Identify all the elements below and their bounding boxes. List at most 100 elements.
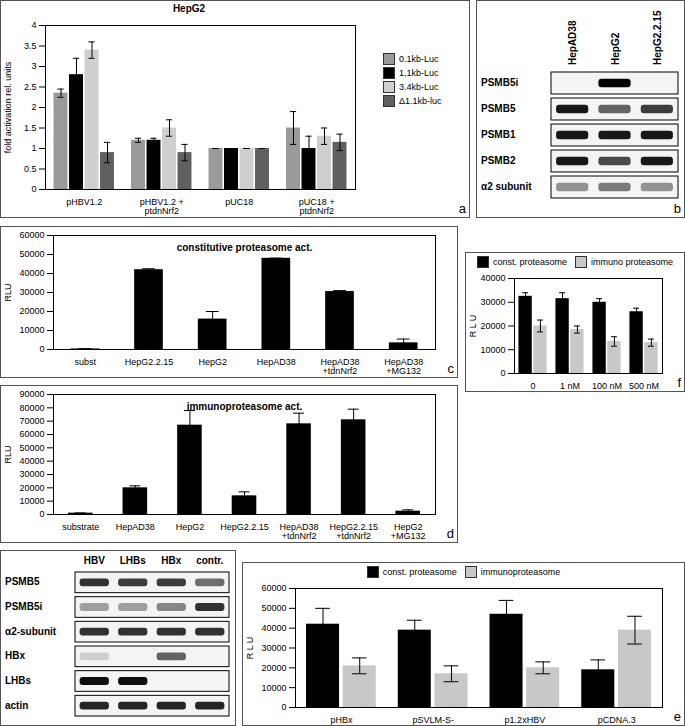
svg-text:20000: 20000 bbox=[480, 321, 505, 331]
svg-text:α2-subunit: α2-subunit bbox=[5, 626, 57, 637]
svg-text:contr.: contr. bbox=[196, 555, 223, 566]
svg-text:2.5: 2.5 bbox=[24, 82, 37, 92]
svg-text:LHBs: LHBs bbox=[5, 675, 32, 686]
svg-text:10000: 10000 bbox=[261, 683, 286, 693]
svg-text:PSMB5i: PSMB5i bbox=[5, 601, 42, 612]
svg-text:HepG2.2.15: HepG2.2.15 bbox=[652, 10, 663, 65]
svg-text:PSMB1: PSMB1 bbox=[481, 129, 516, 140]
svg-text:30000: 30000 bbox=[480, 297, 505, 307]
svg-text:30000: 30000 bbox=[19, 469, 44, 479]
svg-text:HepAD38: HepAD38 bbox=[116, 522, 155, 532]
svg-text:80000: 80000 bbox=[19, 403, 44, 413]
svg-text:HBx: HBx bbox=[161, 555, 181, 566]
html-text:const. proteasome: const. proteasome bbox=[382, 567, 457, 577]
svg-text:40000: 40000 bbox=[480, 273, 505, 283]
svg-text:50000: 50000 bbox=[19, 249, 44, 259]
svg-text:4: 4 bbox=[31, 20, 36, 30]
svg-text:0: 0 bbox=[281, 702, 286, 712]
html-text:immuno proteasome: immuno proteasome bbox=[591, 257, 673, 267]
html-text:1,1kb-Luc: 1,1kb-Luc bbox=[399, 68, 439, 78]
svg-text:HepAD38+tdnNrf2: HepAD38+tdnNrf2 bbox=[280, 522, 319, 541]
svg-text:HepAD38+MG132: HepAD38+MG132 bbox=[384, 357, 423, 376]
html-text:const. proteasome: const. proteasome bbox=[493, 257, 567, 267]
svg-text:100 nM: 100 nM bbox=[592, 381, 622, 391]
svg-text:1.5: 1.5 bbox=[24, 123, 37, 133]
svg-text:pUC18 +ptdnNrf2: pUC18 +ptdnNrf2 bbox=[299, 197, 335, 216]
svg-text:p1.2xHBV: p1.2xHBV bbox=[505, 715, 546, 725]
svg-text:R L U: R L U bbox=[245, 637, 255, 660]
svg-text:pHBV1.2: pHBV1.2 bbox=[66, 197, 102, 207]
html-text:HepG2: HepG2 bbox=[172, 3, 206, 14]
svg-text:pCDNA.3: pCDNA.3 bbox=[598, 715, 636, 725]
svg-text:20000: 20000 bbox=[19, 483, 44, 493]
html-text:3.4kb-Luc: 3.4kb-Luc bbox=[399, 82, 439, 92]
svg-text:40000: 40000 bbox=[261, 623, 286, 633]
html-text:b: b bbox=[673, 201, 681, 216]
svg-text:RLU: RLU bbox=[3, 283, 13, 301]
svg-text:pUC18: pUC18 bbox=[225, 197, 253, 207]
svg-text:3: 3 bbox=[31, 61, 36, 71]
html-text:Δ1.1kb-luc: Δ1.1kb-luc bbox=[399, 96, 442, 106]
svg-text:10000: 10000 bbox=[480, 345, 505, 355]
svg-text:pSVLM-S-: pSVLM-S- bbox=[412, 715, 454, 725]
svg-text:HepAD38: HepAD38 bbox=[257, 357, 296, 367]
svg-text:PSMB5i: PSMB5i bbox=[481, 77, 518, 88]
html-text:a: a bbox=[458, 201, 466, 216]
svg-text:30000: 30000 bbox=[261, 643, 286, 653]
svg-text:α2 subunit: α2 subunit bbox=[481, 181, 532, 192]
svg-text:3.5: 3.5 bbox=[24, 41, 37, 51]
svg-text:HepG2: HepG2 bbox=[610, 32, 621, 65]
html-text:0.1kb-Luc: 0.1kb-Luc bbox=[399, 54, 439, 64]
svg-text:0: 0 bbox=[31, 184, 36, 194]
svg-text:subst: subst bbox=[75, 357, 97, 367]
svg-text:60000: 60000 bbox=[261, 583, 286, 593]
svg-text:HepAD38: HepAD38 bbox=[567, 20, 578, 65]
svg-text:immunoproteasome act.: immunoproteasome act. bbox=[187, 401, 303, 412]
html-text:d: d bbox=[446, 526, 454, 541]
svg-text:R L U: R L U bbox=[468, 315, 478, 338]
svg-text:PSMB5: PSMB5 bbox=[5, 576, 40, 587]
svg-text:LHBs: LHBs bbox=[120, 555, 147, 566]
svg-text:pHBx: pHBx bbox=[330, 715, 353, 725]
svg-text:fold activation rel. units: fold activation rel. units bbox=[3, 61, 13, 153]
svg-text:HepG2+MG132: HepG2+MG132 bbox=[391, 522, 426, 541]
svg-text:HepG2.2.15: HepG2.2.15 bbox=[125, 357, 174, 367]
svg-text:1: 1 bbox=[31, 143, 36, 153]
svg-text:0.5: 0.5 bbox=[24, 164, 37, 174]
svg-text:1 nM: 1 nM bbox=[560, 381, 580, 391]
svg-text:HepG2: HepG2 bbox=[176, 522, 205, 532]
svg-text:500 nM: 500 nM bbox=[629, 381, 659, 391]
svg-text:HBV: HBV bbox=[84, 555, 105, 566]
svg-text:PSMB5: PSMB5 bbox=[481, 103, 516, 114]
svg-text:HepG2.2.15: HepG2.2.15 bbox=[220, 522, 269, 532]
svg-text:10000: 10000 bbox=[19, 325, 44, 335]
svg-text:50000: 50000 bbox=[261, 603, 286, 613]
svg-text:0: 0 bbox=[39, 344, 44, 354]
svg-text:40000: 40000 bbox=[19, 268, 44, 278]
svg-text:10000: 10000 bbox=[19, 496, 44, 506]
svg-text:60000: 60000 bbox=[19, 429, 44, 439]
svg-text:0: 0 bbox=[39, 509, 44, 519]
svg-text:0: 0 bbox=[530, 381, 535, 391]
svg-text:HepG2.2.15+tdnNrf2: HepG2.2.15+tdnNrf2 bbox=[329, 522, 378, 541]
svg-text:60000: 60000 bbox=[19, 230, 44, 240]
svg-text:30000: 30000 bbox=[19, 287, 44, 297]
svg-text:HepAD38+tdnNrf2: HepAD38+tdnNrf2 bbox=[320, 357, 359, 376]
svg-text:actin: actin bbox=[5, 700, 28, 711]
svg-text:0: 0 bbox=[500, 368, 505, 378]
svg-text:20000: 20000 bbox=[261, 663, 286, 673]
svg-text:substrate: substrate bbox=[62, 522, 99, 532]
svg-text:20000: 20000 bbox=[19, 306, 44, 316]
svg-text:40000: 40000 bbox=[19, 456, 44, 466]
svg-text:PSMB2: PSMB2 bbox=[481, 155, 516, 166]
html-text:immunoproteasome: immunoproteasome bbox=[480, 567, 561, 577]
svg-text:RLU: RLU bbox=[3, 445, 13, 463]
svg-text:pHBV1.2 +ptdnNrf2: pHBV1.2 +ptdnNrf2 bbox=[140, 197, 184, 216]
svg-text:90000: 90000 bbox=[19, 389, 44, 399]
svg-text:constitutive proteasome act.: constitutive proteasome act. bbox=[177, 242, 313, 253]
svg-text:HepG2: HepG2 bbox=[198, 357, 227, 367]
svg-text:2: 2 bbox=[31, 102, 36, 112]
svg-text:50000: 50000 bbox=[19, 443, 44, 453]
svg-text:HBx: HBx bbox=[5, 650, 25, 661]
svg-text:70000: 70000 bbox=[19, 416, 44, 426]
